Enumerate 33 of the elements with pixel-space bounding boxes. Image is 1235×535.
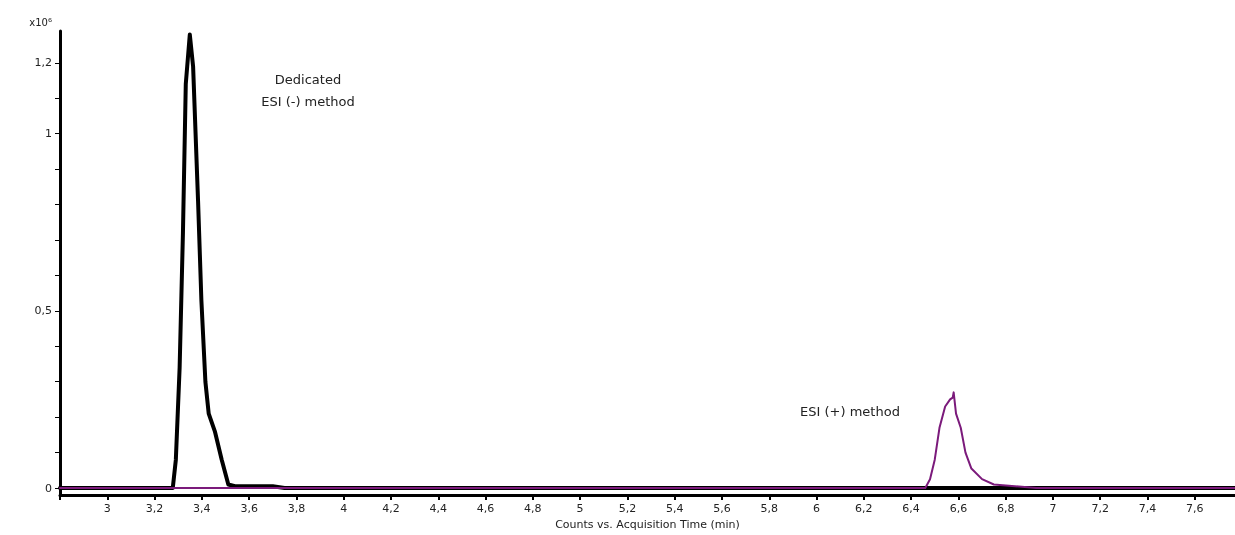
x-tick-label: 5,4 xyxy=(665,502,684,516)
x-axis-title: Counts vs. Acquisition Time (min) xyxy=(555,518,740,531)
annotation: ESI (+) method xyxy=(800,403,900,419)
x-tick-label: 6 xyxy=(813,502,821,516)
y-axis-title: x10⁶ xyxy=(29,16,52,28)
y-tick-label: 1,2 xyxy=(34,56,52,70)
x-tick-label: 5,6 xyxy=(713,502,731,516)
y-tick-label: 1 xyxy=(45,127,52,141)
x-tick-label: 7 xyxy=(1049,502,1057,516)
x-tick-label: 4,4 xyxy=(429,502,448,516)
x-tick-label: 4,8 xyxy=(524,502,542,516)
x-tick-label: 3 xyxy=(103,502,111,516)
annotation: Dedicated ESI (-) method xyxy=(261,71,355,109)
x-tick-label: 7,2 xyxy=(1091,502,1109,516)
x-tick-label: 7,4 xyxy=(1138,502,1157,516)
x-tick-label: 6,6 xyxy=(949,502,968,516)
x-tick-label: 5 xyxy=(576,502,584,516)
x-tick-label: 6,2 xyxy=(855,502,873,516)
x-tick-label: 5,2 xyxy=(618,502,637,516)
x-tick-label: 4 xyxy=(340,502,348,516)
x-tick-label: 6,8 xyxy=(996,502,1015,516)
line-series xyxy=(59,391,1235,490)
y-tick-label: 0 xyxy=(45,481,52,495)
x-tick-label: 3,2 xyxy=(145,502,164,516)
x-tick-label: 4,6 xyxy=(476,502,495,516)
x-tick-label: 5,8 xyxy=(760,502,779,516)
x-tick-label: 3,8 xyxy=(287,502,306,516)
x-tick-label: 3,6 xyxy=(240,502,258,516)
y-tick-label: 0,5 xyxy=(34,304,52,318)
x-tick-label: 7,6 xyxy=(1186,502,1204,516)
x-tick-label: 3,4 xyxy=(193,502,211,516)
x-tick-label: 6,4 xyxy=(902,502,920,516)
x-tick-label: 4,2 xyxy=(382,502,400,516)
